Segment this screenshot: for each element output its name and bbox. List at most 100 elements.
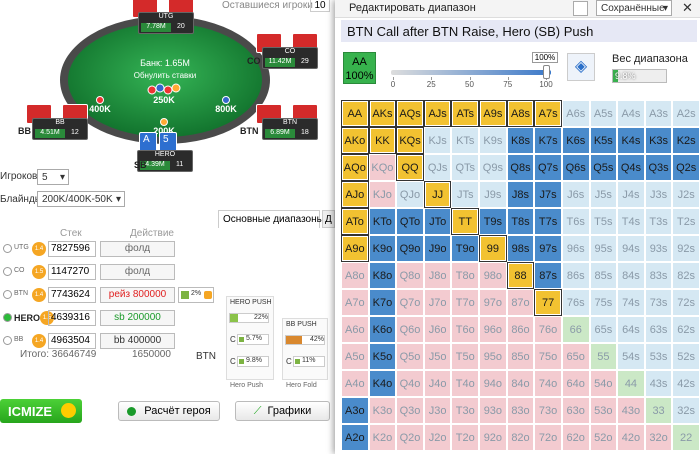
- radio[interactable]: [3, 336, 12, 345]
- hand-cell[interactable]: 82o: [506, 424, 535, 451]
- hand-cell[interactable]: A7o: [341, 289, 369, 316]
- hand-cell[interactable]: 92s: [672, 235, 700, 262]
- hand-cell[interactable]: A4s: [617, 100, 645, 127]
- hand-cell[interactable]: 54s: [617, 343, 645, 370]
- hand-cell[interactable]: Q9o: [396, 235, 424, 262]
- hand-cell[interactable]: J6o: [423, 316, 452, 343]
- radio[interactable]: [3, 313, 12, 322]
- hand-cell[interactable]: 97s: [534, 235, 562, 262]
- hand-cell[interactable]: T9o: [451, 235, 480, 262]
- hand-cell[interactable]: T4s: [617, 208, 645, 235]
- hand-cell[interactable]: 85s: [589, 262, 618, 289]
- hand-cell[interactable]: 93o: [479, 397, 507, 424]
- hand-cell[interactable]: AQo: [341, 154, 369, 181]
- hand-cell[interactable]: J9o: [423, 235, 452, 262]
- hand-cell[interactable]: 93s: [644, 235, 673, 262]
- hand-cell[interactable]: 62s: [672, 316, 700, 343]
- hand-cell[interactable]: Q6o: [396, 316, 424, 343]
- hand-cell[interactable]: J8s: [506, 181, 535, 208]
- stack-input[interactable]: 7827596: [48, 241, 96, 257]
- hand-cell[interactable]: A7s: [534, 100, 562, 127]
- hand-cell[interactable]: J2o: [423, 424, 452, 451]
- hand-cell[interactable]: T3s: [644, 208, 673, 235]
- hand-cell[interactable]: 42s: [672, 370, 700, 397]
- hand-cell[interactable]: Q7s: [534, 154, 562, 181]
- hand-cell[interactable]: 86s: [561, 262, 590, 289]
- hand-cell[interactable]: A9s: [479, 100, 507, 127]
- hand-cell[interactable]: QJs: [423, 154, 452, 181]
- hand-cell[interactable]: 42o: [617, 424, 645, 451]
- radio[interactable]: [3, 267, 12, 276]
- hand-cell[interactable]: 98s: [506, 235, 535, 262]
- hand-cell[interactable]: J5s: [589, 181, 618, 208]
- action-select[interactable]: sb 200000: [100, 310, 175, 326]
- hand-cell[interactable]: 85o: [506, 343, 535, 370]
- hand-cell[interactable]: T4o: [451, 370, 480, 397]
- hand-cell[interactable]: 74o: [534, 370, 562, 397]
- close-button[interactable]: ✕: [682, 0, 693, 15]
- slider-thumb[interactable]: [543, 65, 550, 79]
- hand-cell[interactable]: Q4s: [617, 154, 645, 181]
- hand-cell[interactable]: 22: [672, 424, 700, 451]
- hand-cell[interactable]: KK: [368, 127, 397, 154]
- hand-cell[interactable]: J2s: [672, 181, 700, 208]
- hand-cell[interactable]: 96o: [479, 316, 507, 343]
- hand-cell[interactable]: 76o: [534, 316, 562, 343]
- hand-cell[interactable]: Q5s: [589, 154, 618, 181]
- players-select[interactable]: 5 ▾: [37, 169, 69, 185]
- action-select[interactable]: фолд: [100, 264, 175, 280]
- hand-cell[interactable]: K6o: [368, 316, 397, 343]
- hand-cell[interactable]: J7o: [423, 289, 452, 316]
- hand-cell[interactable]: A5s: [589, 100, 618, 127]
- hand-cell[interactable]: A4o: [341, 370, 369, 397]
- hand-cell[interactable]: 95o: [479, 343, 507, 370]
- hand-cell[interactable]: 99: [479, 235, 507, 262]
- hand-cell[interactable]: AJo: [341, 181, 369, 208]
- hand-cell[interactable]: K5s: [589, 127, 618, 154]
- hand-cell[interactable]: Q8s: [506, 154, 535, 181]
- save-icon[interactable]: [573, 1, 588, 16]
- hand-cell[interactable]: KJs: [423, 127, 452, 154]
- hand-cell[interactable]: A9o: [341, 235, 369, 262]
- hand-cell[interactable]: TT: [451, 208, 480, 235]
- stack-input[interactable]: 1147270: [48, 264, 96, 280]
- hand-cell[interactable]: Q9s: [479, 154, 507, 181]
- hand-cell[interactable]: 82s: [672, 262, 700, 289]
- icmize-button[interactable]: ICMIZE: [0, 399, 82, 423]
- hand-cell[interactable]: 43o: [617, 397, 645, 424]
- hand-cell[interactable]: Q5o: [396, 343, 424, 370]
- hand-cell[interactable]: J4o: [423, 370, 452, 397]
- hand-cell[interactable]: T2s: [672, 208, 700, 235]
- hand-cell[interactable]: 44: [617, 370, 645, 397]
- hand-cell[interactable]: KQs: [396, 127, 424, 154]
- action-select[interactable]: рейз 800000: [100, 287, 175, 303]
- hand-cell[interactable]: 94s: [617, 235, 645, 262]
- hand-cell[interactable]: 75o: [534, 343, 562, 370]
- hand-cell[interactable]: Q7o: [396, 289, 424, 316]
- hand-cell[interactable]: T2o: [451, 424, 480, 451]
- hand-cell[interactable]: 32o: [644, 424, 673, 451]
- hand-cell[interactable]: AQs: [396, 100, 424, 127]
- tab[interactable]: Основные диапазоны: [218, 210, 324, 228]
- hand-cell[interactable]: KQo: [368, 154, 397, 181]
- hand-cell[interactable]: J6s: [561, 181, 590, 208]
- hand-cell[interactable]: 53s: [644, 343, 673, 370]
- hand-cell[interactable]: K3o: [368, 397, 397, 424]
- hand-cell[interactable]: 65o: [561, 343, 590, 370]
- hand-cell[interactable]: A2o: [341, 424, 369, 451]
- hand-cell[interactable]: J8o: [423, 262, 452, 289]
- hand-cell[interactable]: 73s: [644, 289, 673, 316]
- hand-cell[interactable]: A3s: [644, 100, 673, 127]
- tab[interactable]: Д: [322, 210, 335, 228]
- hand-cell[interactable]: T5o: [451, 343, 480, 370]
- hand-cell[interactable]: K8o: [368, 262, 397, 289]
- hand-cell[interactable]: 53o: [589, 397, 618, 424]
- hand-cell[interactable]: A2s: [672, 100, 700, 127]
- hand-cell[interactable]: 72s: [672, 289, 700, 316]
- hand-cell[interactable]: 54o: [589, 370, 618, 397]
- hand-cell[interactable]: QQ: [396, 154, 424, 181]
- hand-cell[interactable]: J3s: [644, 181, 673, 208]
- hand-cell[interactable]: T5s: [589, 208, 618, 235]
- hand-cell[interactable]: AA: [341, 100, 369, 127]
- hand-cell[interactable]: QTo: [396, 208, 424, 235]
